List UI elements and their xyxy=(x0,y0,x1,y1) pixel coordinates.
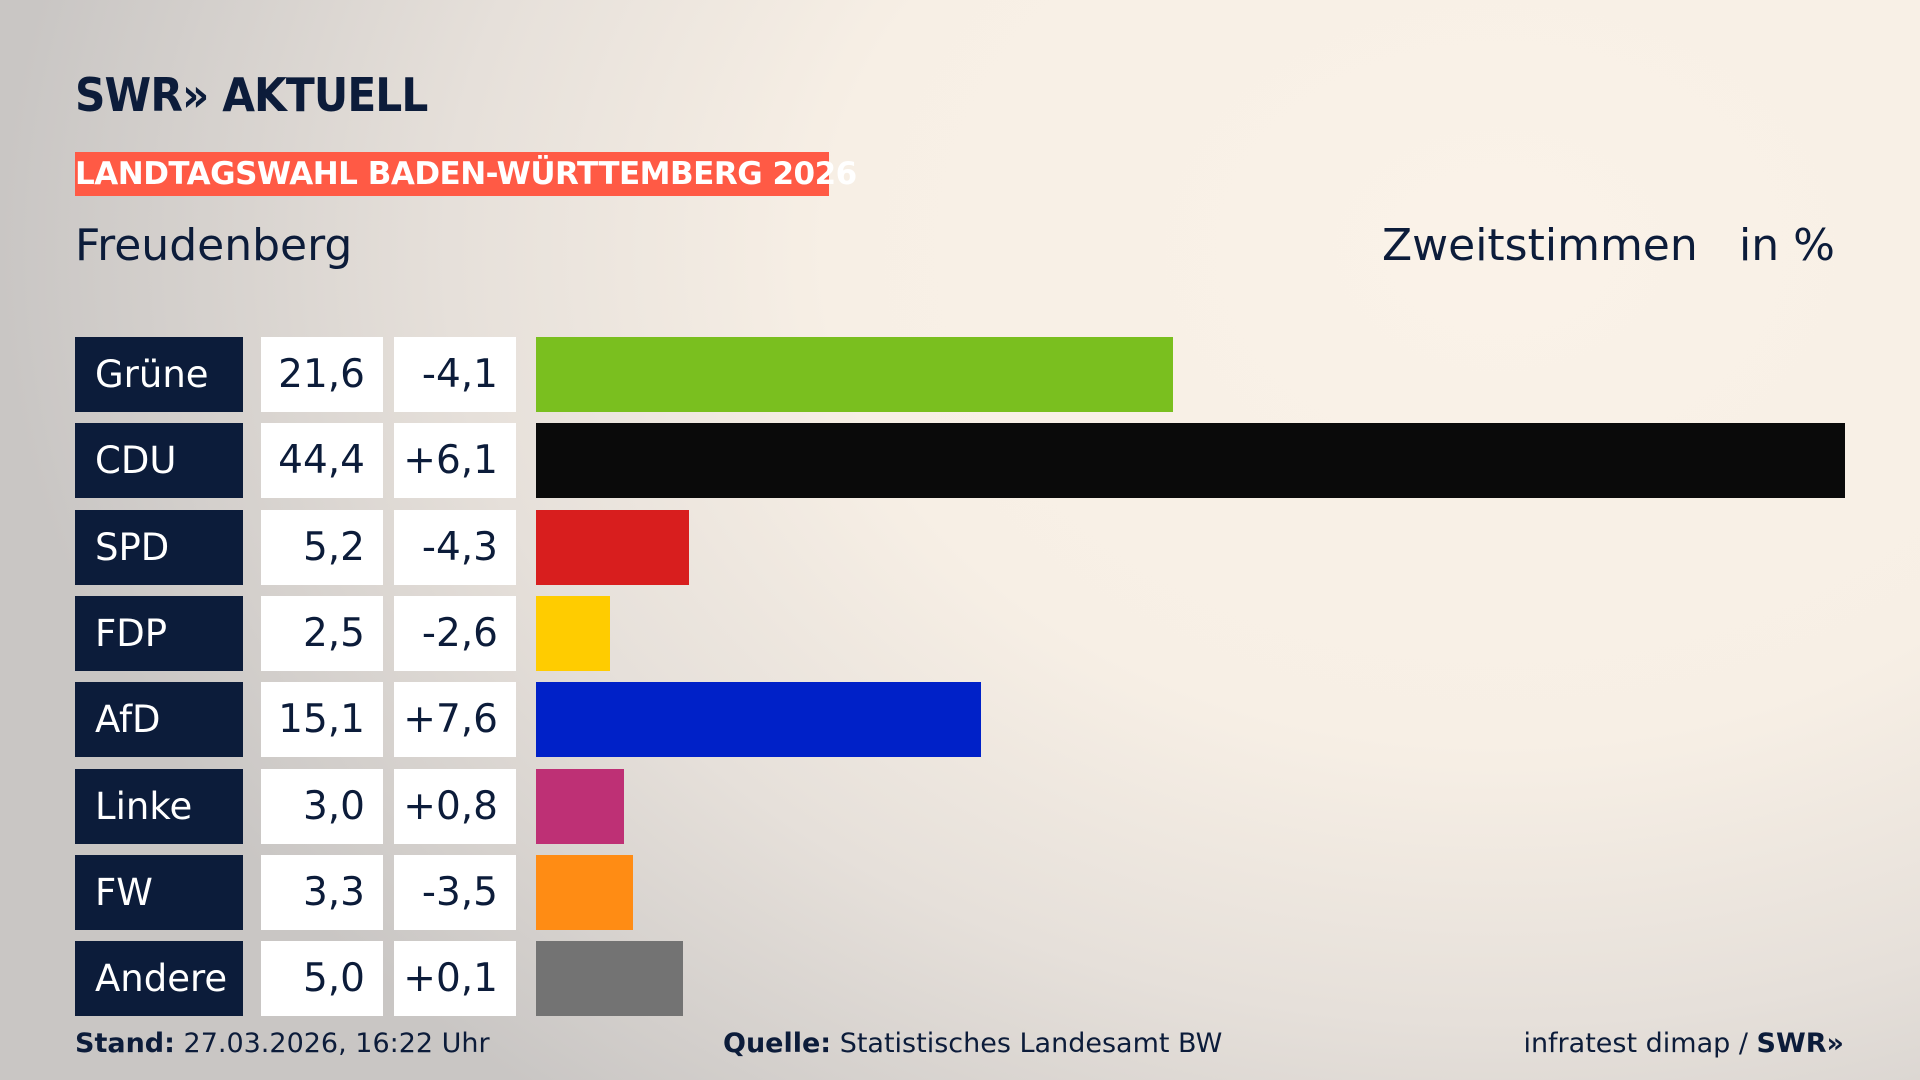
swr-logo: SWR» xyxy=(1756,1028,1844,1059)
vote-change-value: +6,1 xyxy=(394,423,516,499)
vote-share-value: 15,1 xyxy=(261,682,383,758)
bar-fdp xyxy=(536,595,610,671)
party-label: Linke xyxy=(75,768,243,844)
party-label: SPD xyxy=(75,509,243,585)
vote-change-value: -2,6 xyxy=(394,595,516,671)
vote-change-value: +0,1 xyxy=(394,941,516,1017)
swr-aktuell-logo: SWR» AKTUELL xyxy=(75,68,428,122)
vote-change-value: +0,8 xyxy=(394,768,516,844)
bar-afd xyxy=(536,682,982,758)
vote-change-value: -4,3 xyxy=(394,509,516,585)
timestamp: Stand: 27.03.2026, 16:22 Uhr xyxy=(75,1028,490,1059)
election-banner: LANDTAGSWAHL BADEN-WÜRTTEMBERG 2026 xyxy=(75,152,857,196)
bar-grüne xyxy=(536,337,1173,412)
credit-text: infratest dimap / xyxy=(1523,1028,1757,1059)
vote-share-value: 21,6 xyxy=(261,337,383,412)
vote-share-value: 3,0 xyxy=(261,768,383,844)
source-value: Statistisches Landesamt BW xyxy=(839,1028,1223,1059)
vote-share-value: 44,4 xyxy=(261,423,383,499)
bar-linke xyxy=(536,768,625,844)
vote-share-value: 5,2 xyxy=(261,509,383,585)
unit-label: in % xyxy=(1739,220,1835,271)
stand-value: 27.03.2026, 16:22 Uhr xyxy=(183,1028,490,1059)
party-label: FDP xyxy=(75,595,243,671)
vote-change-value: +7,6 xyxy=(394,682,516,758)
bar-andere xyxy=(536,941,684,1017)
vote-share-value: 3,3 xyxy=(261,854,383,930)
district-title: Freudenberg xyxy=(75,220,353,271)
stand-label: Stand: xyxy=(75,1028,175,1059)
party-label: AfD xyxy=(75,682,243,758)
source-label: Quelle: xyxy=(723,1028,832,1059)
bar-fw xyxy=(536,854,634,930)
vote-type-label: Zweitstimmen xyxy=(1382,220,1698,271)
vote-share-value: 5,0 xyxy=(261,941,383,1017)
party-label: FW xyxy=(75,854,243,930)
bar-spd xyxy=(536,509,690,585)
credit: infratest dimap / SWR» xyxy=(1523,1028,1844,1059)
vote-change-value: -4,1 xyxy=(394,337,516,412)
source: Quelle: Statistisches Landesamt BW xyxy=(723,1028,1222,1059)
vote-share-value: 2,5 xyxy=(261,595,383,671)
vote-change-value: -3,5 xyxy=(394,854,516,930)
party-label: Grüne xyxy=(75,337,243,412)
party-label: CDU xyxy=(75,423,243,499)
party-label: Andere xyxy=(75,941,243,1017)
bar-cdu xyxy=(536,423,1845,499)
